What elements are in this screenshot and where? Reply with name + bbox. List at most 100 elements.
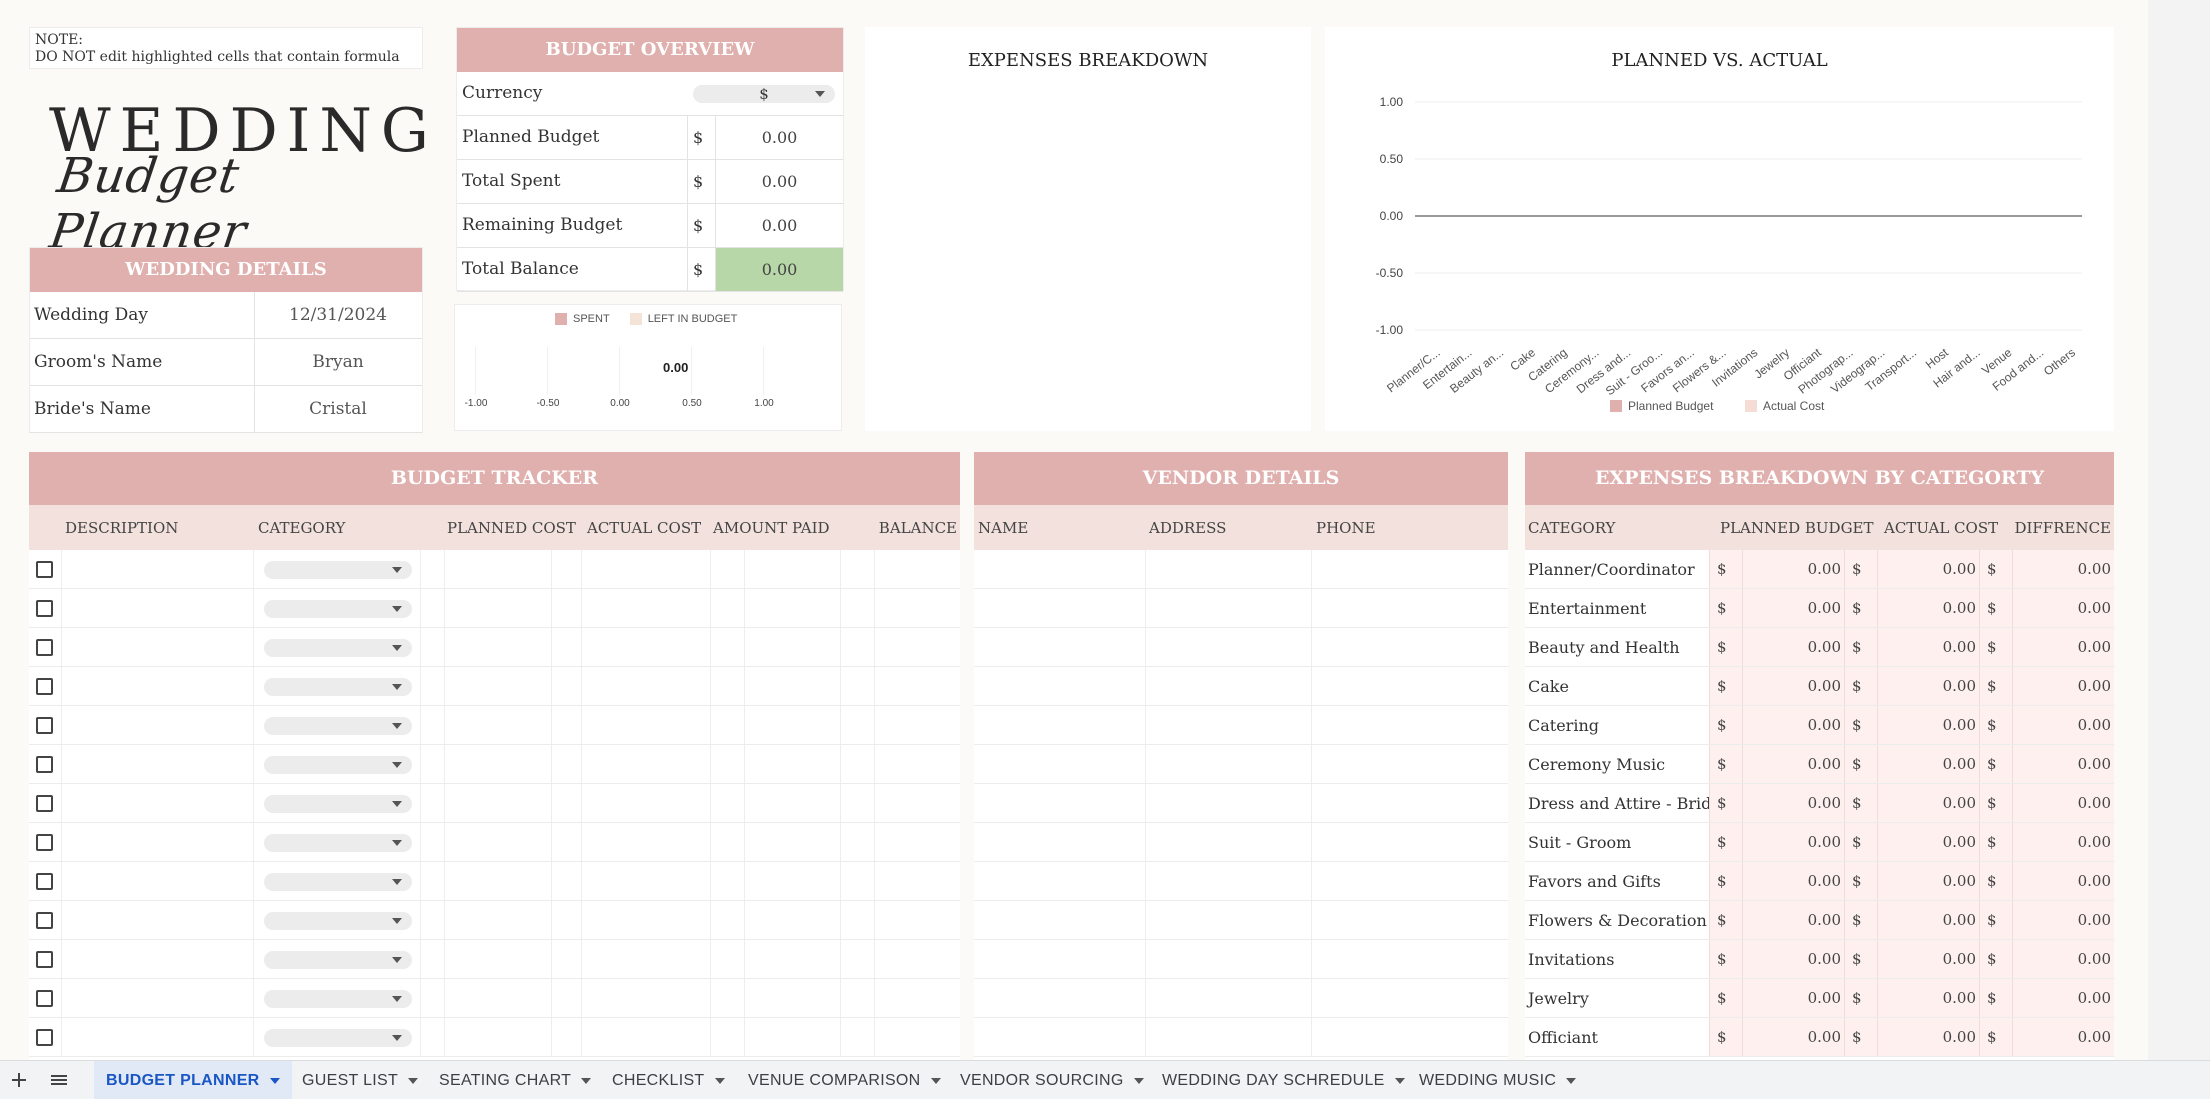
sheet-tab[interactable]: GUEST LIST — [290, 1061, 430, 1099]
cell-divider — [581, 745, 582, 783]
cell-divider — [581, 940, 582, 978]
chevron-down-icon[interactable] — [714, 1077, 725, 1084]
currency-symbol: $ — [1717, 833, 1727, 851]
category-select[interactable] — [264, 600, 412, 618]
category-planned-value: 0.00 — [1807, 989, 1841, 1007]
currency-symbol: $ — [1717, 716, 1727, 734]
cell-divider — [744, 862, 745, 900]
row-checkbox[interactable] — [36, 639, 53, 656]
note-text: DO NOT edit highlighted cells that conta… — [35, 49, 400, 65]
cell-divider — [840, 784, 841, 822]
cell-divider — [744, 550, 745, 588]
row-checkbox[interactable] — [36, 756, 53, 773]
category-select[interactable] — [264, 873, 412, 891]
cell-divider — [1979, 862, 1980, 900]
note-box: NOTE: DO NOT edit highlighted cells that… — [29, 27, 423, 69]
category-select[interactable] — [264, 561, 412, 579]
chevron-down-icon[interactable] — [581, 1077, 592, 1084]
cell-divider — [1979, 667, 1980, 705]
cell-divider — [1311, 550, 1312, 588]
cell-divider — [1709, 589, 1710, 627]
currency-symbol: $ — [1717, 950, 1727, 968]
row-checkbox[interactable] — [36, 873, 53, 890]
row-checkbox[interactable] — [36, 951, 53, 968]
chevron-down-icon[interactable] — [1566, 1077, 1577, 1084]
row-checkbox[interactable] — [36, 717, 53, 734]
sheet-tab[interactable]: WEDDING DAY SCHREDULE — [1150, 1061, 1417, 1099]
cell-divider — [710, 589, 711, 627]
cell-divider — [1877, 706, 1878, 744]
currency-symbol: $ — [1717, 872, 1727, 890]
budget-overview-panel: BUDGET OVERVIEW Currency $ Planned Budge… — [456, 27, 844, 292]
cell-divider — [1877, 940, 1878, 978]
currency-symbol: $ — [1987, 599, 1997, 617]
sheet-tab[interactable]: VENUE COMPARISON — [736, 1061, 953, 1099]
cell-divider — [551, 706, 552, 744]
cell-divider — [1311, 706, 1312, 744]
category-select[interactable] — [264, 912, 412, 930]
chevron-down-icon[interactable] — [1394, 1077, 1405, 1084]
hamburger-icon[interactable] — [46, 1067, 72, 1093]
currency-symbol: $ — [1852, 911, 1862, 929]
row-checkbox[interactable] — [36, 834, 53, 851]
row-checkbox[interactable] — [36, 561, 53, 578]
row-checkbox[interactable] — [36, 912, 53, 929]
formula-cells — [1709, 862, 2114, 900]
detail-divider — [254, 386, 255, 432]
tracker-row — [29, 550, 960, 589]
cell-divider — [2012, 823, 2013, 861]
category-row: Entertainment $0.00 $0.00 $0.00 — [1525, 589, 2114, 628]
category-row: Jewelry $0.00 $0.00 $0.00 — [1525, 979, 2114, 1018]
cell-divider — [2012, 784, 2013, 822]
chevron-down-icon[interactable] — [930, 1077, 941, 1084]
cell-divider — [840, 940, 841, 978]
category-breakdown-header: CATEGORY PLANNED BUDGET ACTUAL COST DIFF… — [1525, 505, 2114, 550]
detail-value[interactable]: Cristal — [309, 399, 367, 419]
category-select[interactable] — [264, 678, 412, 696]
chevron-down-icon[interactable] — [269, 1077, 280, 1084]
cell-divider — [420, 1018, 421, 1056]
chart-plot: 1.000.500.00-0.50-1.00Planner/C...Entert… — [1376, 95, 2082, 413]
category-diff-value: 0.00 — [2077, 1028, 2111, 1046]
plus-icon[interactable] — [6, 1067, 32, 1093]
cell-divider — [2012, 979, 2013, 1017]
sheet-tab[interactable]: WEDDING MUSIC — [1407, 1061, 1588, 1099]
cell-divider — [710, 862, 711, 900]
category-actual-value: 0.00 — [1942, 1028, 1976, 1046]
formula-cells — [1709, 589, 2114, 627]
row-checkbox[interactable] — [36, 600, 53, 617]
cell-divider — [2012, 550, 2013, 588]
detail-value[interactable]: Bryan — [312, 352, 364, 372]
category-select[interactable] — [264, 990, 412, 1008]
category-select[interactable] — [264, 639, 412, 657]
category-select[interactable] — [264, 756, 412, 774]
row-checkbox[interactable] — [36, 1029, 53, 1046]
category-select[interactable] — [264, 1029, 412, 1047]
cell-divider — [1742, 940, 1743, 978]
row-checkbox[interactable] — [36, 990, 53, 1007]
category-select[interactable] — [264, 951, 412, 969]
category-name: Jewelry — [1528, 989, 1589, 1008]
row-checkbox[interactable] — [36, 795, 53, 812]
chevron-down-icon[interactable] — [1133, 1077, 1144, 1084]
row-checkbox[interactable] — [36, 678, 53, 695]
sheet-tab[interactable]: SEATING CHART — [427, 1061, 603, 1099]
detail-value[interactable]: 12/31/2024 — [289, 305, 387, 325]
currency-row: Currency $ — [457, 72, 843, 116]
col-address: ADDRESS — [1149, 519, 1227, 537]
category-select[interactable] — [264, 795, 412, 813]
cell-divider — [744, 745, 745, 783]
sheet-tab[interactable]: BUDGET PLANNER — [94, 1061, 292, 1099]
cell-divider — [1145, 745, 1146, 783]
tracker-row — [29, 667, 960, 706]
sheet-tab[interactable]: CHECKLIST — [600, 1061, 737, 1099]
cell-divider — [1877, 628, 1878, 666]
currency-select[interactable]: $ — [693, 85, 835, 103]
formula-cells — [1709, 550, 2114, 588]
chevron-down-icon[interactable] — [408, 1077, 419, 1084]
cell-divider — [444, 706, 445, 744]
cell-divider — [1709, 628, 1710, 666]
category-select[interactable] — [264, 834, 412, 852]
category-select[interactable] — [264, 717, 412, 735]
sheet-tab[interactable]: VENDOR SOURCING — [948, 1061, 1156, 1099]
